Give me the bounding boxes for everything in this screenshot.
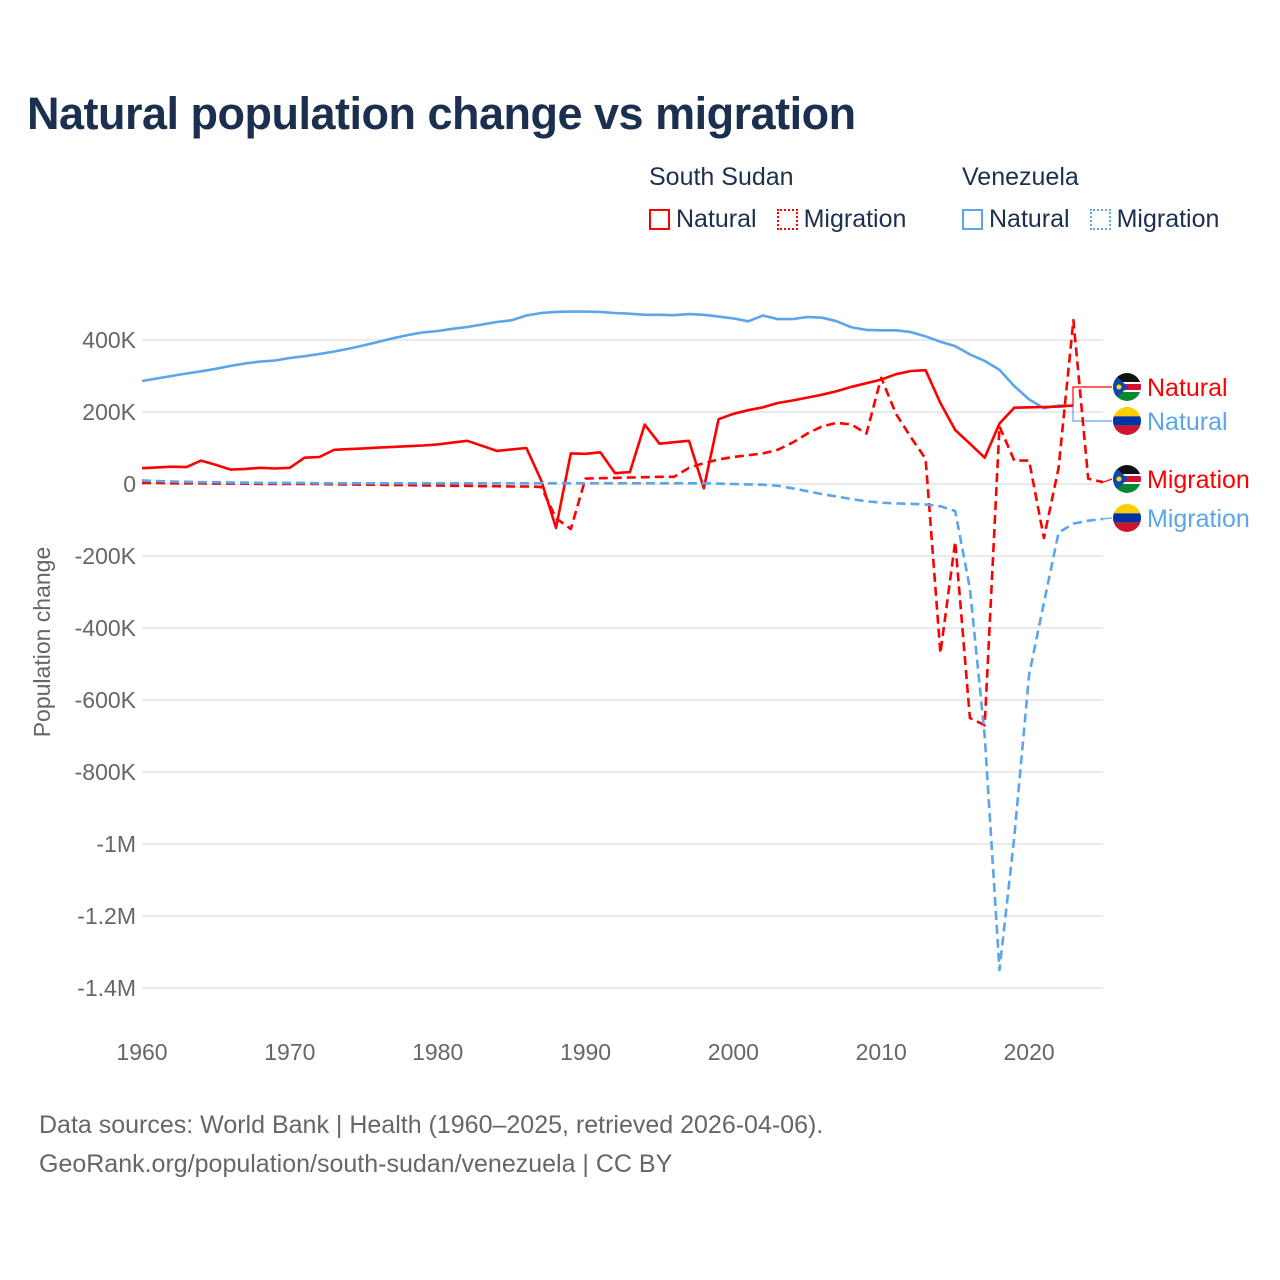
y-tick-label: -400K (75, 615, 137, 641)
label-connector (1102, 478, 1113, 483)
x-tick-label: 2020 (1003, 1039, 1054, 1065)
y-tick-label: -200K (75, 543, 137, 569)
data-source: Data sources: World Bank | Health (1960–… (39, 1111, 824, 1139)
legend-group-venezuela: Venezuela Natural Migration (962, 163, 1239, 234)
series-line-south-sudan-migration[interactable] (142, 318, 1104, 727)
x-tick-label: 1960 (116, 1039, 167, 1065)
legend-swatch-dotted (776, 209, 798, 230)
y-axis-label: Population change (29, 547, 55, 738)
legend-swatch-dotted (1089, 209, 1111, 230)
series-end-label: Natural (1147, 408, 1228, 436)
series-line-venezuela-natural[interactable] (141, 310, 1074, 410)
legend-label: Natural (989, 205, 1070, 233)
south-sudan-flag-icon (1113, 465, 1141, 493)
series-end-label: Natural (1147, 374, 1228, 402)
venezuela-flag-icon (1113, 504, 1141, 532)
y-tick-label: 400K (82, 327, 136, 353)
y-tick-label: -1M (96, 831, 136, 857)
legend-item-south-sudan-migration[interactable]: Migration (776, 205, 907, 234)
series-end-label: Migration (1147, 505, 1250, 533)
south-sudan-flag-icon (1113, 373, 1141, 401)
y-tick-label: -1.2M (77, 903, 136, 929)
series-end-label: Migration (1147, 466, 1250, 494)
legend-item-venezuela-migration[interactable]: Migration (1089, 205, 1220, 234)
x-tick-label: 2000 (708, 1039, 759, 1065)
x-tick-label: 1970 (264, 1039, 315, 1065)
y-tick-label: -800K (75, 759, 137, 785)
legend-item-venezuela-natural[interactable]: Natural (962, 205, 1070, 234)
label-connector (1072, 386, 1112, 407)
legend-swatch-solid (962, 209, 983, 230)
legend-group-title: South Sudan (649, 163, 794, 191)
label-connector (1072, 405, 1112, 422)
y-tick-label: -1.4M (77, 975, 136, 1001)
chart-title: Natural population change vs migration (27, 88, 856, 139)
label-connector (1102, 517, 1113, 520)
footer: Data sources: World Bank | Health (1960–… (39, 1106, 823, 1184)
legend-label: Migration (1116, 205, 1220, 233)
series-line-venezuela-migration[interactable] (141, 479, 1104, 972)
legend-label: Migration (803, 205, 907, 233)
legend-item-south-sudan-natural[interactable]: Natural (649, 205, 757, 234)
series-line-south-sudan-natural[interactable] (141, 368, 1074, 530)
y-tick-label: 200K (82, 399, 136, 425)
x-tick-label: 1980 (412, 1039, 463, 1065)
y-tick-label: 0 (123, 471, 136, 497)
legend-group-south-sudan: South Sudan Natural Migration (649, 163, 926, 234)
legend-label: Natural (676, 205, 757, 233)
y-tick-label: -600K (75, 687, 137, 713)
legend-swatch-solid (649, 209, 670, 230)
x-tick-label: 2010 (856, 1039, 907, 1065)
venezuela-flag-icon (1113, 407, 1141, 435)
x-tick-label: 1990 (560, 1039, 611, 1065)
legend-group-title: Venezuela (962, 163, 1079, 191)
source-link[interactable]: GeoRank.org/population/south-sudan/venez… (39, 1150, 673, 1178)
